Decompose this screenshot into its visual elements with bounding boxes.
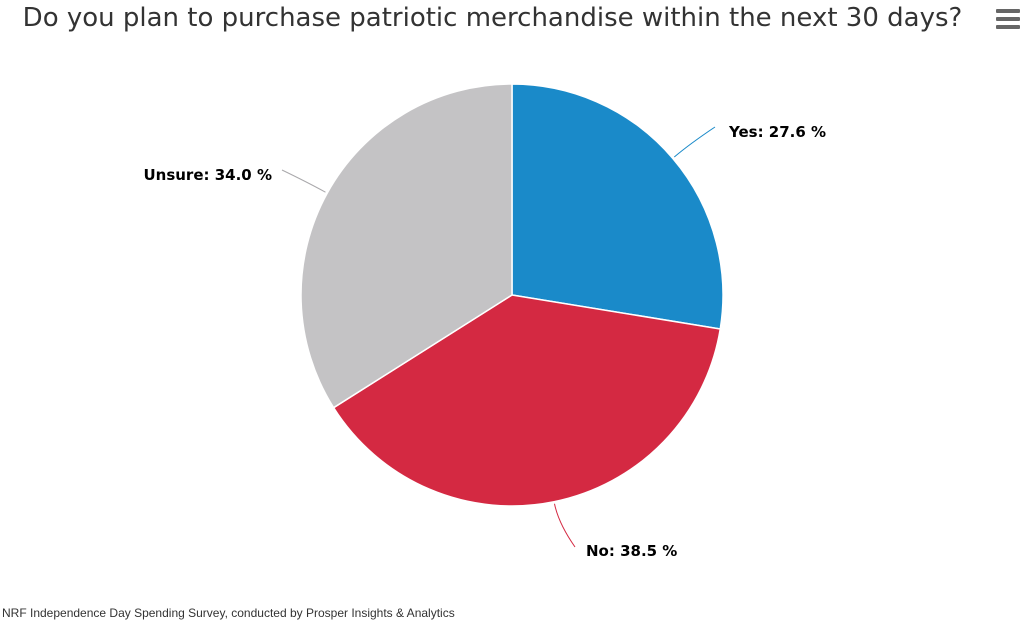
pie-slice-yes[interactable] <box>511 83 724 330</box>
source-caption: NRF Independence Day Spending Survey, co… <box>2 606 455 620</box>
pie-slice-unsure[interactable] <box>300 83 513 409</box>
chart-title: Do you plan to purchase patriotic mercha… <box>22 3 963 33</box>
pie-slice-no[interactable] <box>332 294 721 507</box>
hamburger-menu-icon[interactable] <box>994 6 1022 32</box>
menu-bar-middle <box>996 17 1020 21</box>
connector-yes <box>673 126 716 158</box>
data-labels: Yes: 27.6 % No: 38.5 % Unsure: 34.0 % <box>143 123 826 560</box>
label-connectors <box>281 126 716 548</box>
pie-chart: Yes: 27.6 % No: 38.5 % Unsure: 34.0 % <box>143 83 826 560</box>
data-label-unsure: Unsure: 34.0 % <box>143 166 272 184</box>
pie-slices <box>300 83 724 507</box>
data-label-no: No: 38.5 % <box>586 542 677 560</box>
connector-no <box>554 503 576 548</box>
connector-unsure <box>281 169 326 193</box>
menu-bar-top <box>996 9 1020 13</box>
data-label-yes: Yes: 27.6 % <box>728 123 826 141</box>
menu-bar-bottom <box>996 25 1020 29</box>
